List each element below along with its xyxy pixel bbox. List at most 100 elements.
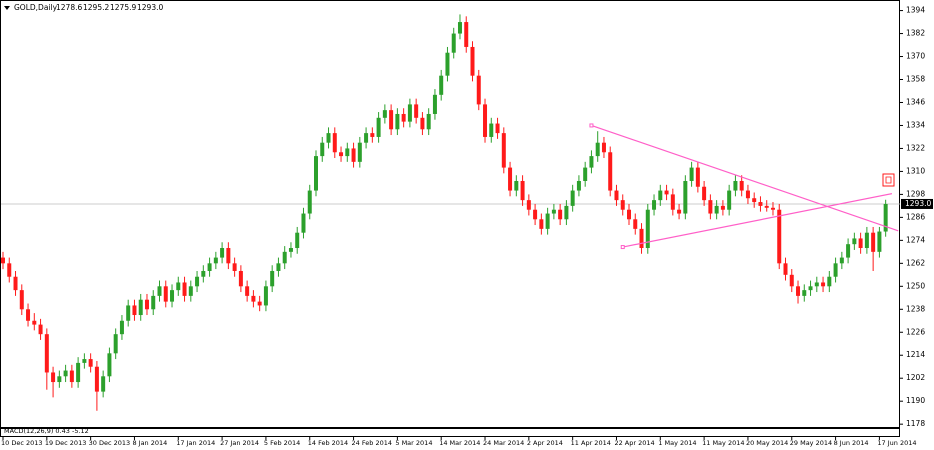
x-tick-label: 5 Feb 2014 [264,439,300,447]
candle-body [520,180,525,201]
candle-body [226,248,231,264]
candle-body [545,213,550,229]
candle-body [664,190,669,195]
candle-body [770,207,775,210]
candle-body [814,282,819,287]
candle-body [195,276,200,287]
x-tick-label: 19 Dec 2013 [45,439,87,447]
candle-body [739,180,744,191]
candle-body [564,205,569,220]
candle-body [339,152,344,157]
x-tick-label: 10 Dec 2013 [1,439,43,447]
ohlc-low: 1275.9 [110,3,136,12]
candle-body [595,142,600,157]
trendline [591,124,899,232]
x-tick-label: 17 Jan 2014 [176,439,215,447]
x-tick-label: 11 May 2014 [702,439,744,447]
x-tick-label: 30 Dec 2013 [89,439,131,447]
indicator-frame [0,428,900,437]
y-tick-label: 1226 [906,327,925,336]
candle-body [251,295,256,302]
candle-body [126,305,131,321]
candle-body [877,231,882,252]
candle-body [7,263,12,277]
candle-body [614,190,619,201]
candle-body [382,110,387,118]
candle-body [151,295,156,310]
y-tick-label: 1214 [906,350,925,359]
candle-body [76,362,81,383]
candle-body [514,180,519,191]
candle-body [495,123,500,134]
ohlc-close: 1293.0 [137,3,163,12]
y-tick-label: 1310 [906,166,925,175]
y-tick-label: 1274 [906,235,925,244]
y-tick-label: 1394 [906,6,925,15]
candle-body [82,359,87,363]
candle-body [232,263,237,271]
y-tick-label: 1262 [906,258,925,267]
candle-body [689,167,694,181]
candle-body [101,376,106,392]
candle-body [432,94,437,114]
y-tick-label: 1334 [906,120,925,129]
candle-body [833,263,838,277]
candle-body [113,334,118,354]
candle-body [683,180,688,214]
candle-body [583,167,588,181]
current-price-label: 1293.0 [905,199,931,208]
candle-body [38,324,43,335]
candle-body [376,117,381,137]
candle-body [88,359,93,367]
x-tick-label: 27 Jan 2014 [220,439,259,447]
candle-body [727,190,732,210]
menu-arrow [4,6,10,10]
x-tick-label: 11 Apr 2014 [571,439,611,447]
candle-body [345,148,350,157]
candle-body [627,209,631,220]
candle-body [652,200,657,210]
x-tick-label: 14 Feb 2014 [308,439,348,447]
candle-body [288,248,293,252]
candle-body [620,200,625,210]
y-tick-label: 1346 [906,97,925,106]
y-tick-label: 1190 [906,396,925,405]
candle-body [138,299,143,316]
x-tick-label: 14 Mar 2014 [439,439,480,447]
current-price-box [901,198,933,209]
candle-body [407,104,412,122]
candle-body [783,263,788,275]
candle-body [220,248,225,258]
candle-body [796,286,801,296]
candle-body [483,104,488,137]
candle-body [170,290,175,302]
candle-body [13,276,18,291]
candle-body [558,209,563,220]
candle-body [144,299,149,310]
candle-body [245,286,250,296]
x-tick-label: 1 May 2014 [658,439,696,447]
candle-body [852,238,857,245]
candle-body [420,117,425,130]
candle-body [414,104,419,118]
trendline [622,193,893,248]
candle-body [802,290,807,296]
candle-body [401,113,406,122]
y-tick-label: 1178 [906,419,925,428]
candle-body [758,202,763,206]
candle-body [301,213,306,233]
indicator-label: MACD(12,26,9) 0.43 -5.12 [4,427,89,435]
candle-body [476,75,481,105]
candle-body [714,205,719,214]
candle-body [645,209,650,249]
candle-body [182,282,187,296]
candle-body [238,270,243,287]
candle-body [426,113,431,130]
x-tick-label: 8 Jan 2014 [132,439,167,447]
candle-body [808,286,813,291]
candle-body [326,133,331,143]
candle-body [601,142,606,153]
candle-body [821,282,826,287]
candle-body [745,190,750,199]
x-tick-label: 5 Mar 2014 [395,439,432,447]
